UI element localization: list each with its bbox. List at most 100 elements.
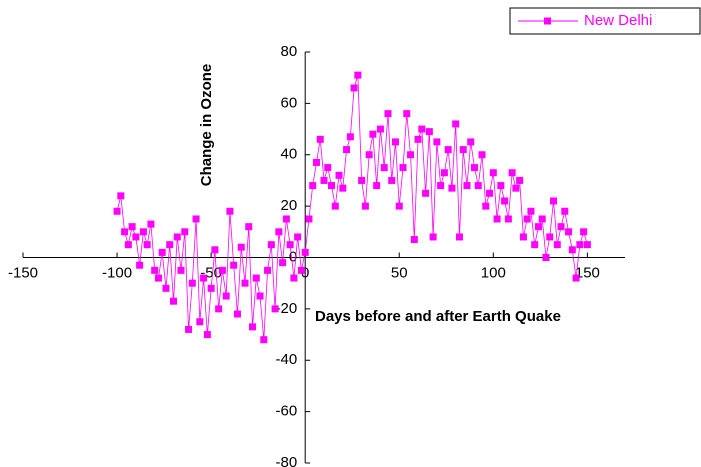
data-marker xyxy=(580,228,588,236)
data-marker xyxy=(305,215,313,223)
legend: New Delhi xyxy=(509,7,701,35)
data-marker xyxy=(444,146,452,154)
data-marker xyxy=(211,246,219,254)
data-marker xyxy=(241,279,249,287)
data-marker xyxy=(384,110,392,118)
data-marker xyxy=(546,233,554,241)
data-marker xyxy=(267,241,275,249)
data-marker xyxy=(237,243,245,251)
data-marker xyxy=(369,130,377,138)
data-marker xyxy=(233,310,241,318)
data-marker xyxy=(136,261,144,269)
data-marker xyxy=(301,248,309,256)
data-marker xyxy=(166,241,174,249)
data-marker xyxy=(553,241,561,249)
data-marker xyxy=(448,184,456,192)
y-tick-label: 20 xyxy=(281,197,298,214)
data-marker xyxy=(425,128,433,136)
x-tick-label: -100 xyxy=(102,264,132,281)
data-marker xyxy=(403,110,411,118)
data-marker xyxy=(486,189,494,197)
data-marker xyxy=(380,164,388,172)
data-marker xyxy=(523,215,531,223)
data-marker xyxy=(316,135,324,143)
y-tick-label: 60 xyxy=(281,94,298,111)
data-marker xyxy=(328,182,336,190)
data-marker xyxy=(429,233,437,241)
x-tick-label: 50 xyxy=(391,264,408,281)
data-marker xyxy=(542,254,550,261)
data-marker xyxy=(207,284,215,292)
data-marker xyxy=(538,215,546,223)
data-marker xyxy=(565,228,573,236)
legend-label: New Delhi xyxy=(584,12,652,29)
data-marker xyxy=(455,233,463,241)
data-marker xyxy=(433,138,441,146)
data-marker xyxy=(561,207,569,215)
y-tick-label: 0 xyxy=(289,248,297,265)
data-marker xyxy=(256,292,264,300)
data-marker xyxy=(279,259,287,267)
data-marker xyxy=(188,279,196,287)
data-marker xyxy=(297,266,305,274)
data-marker xyxy=(312,158,320,166)
data-marker xyxy=(320,176,328,184)
data-marker xyxy=(365,151,373,159)
y-tick-label: 80 xyxy=(281,43,298,60)
data-marker xyxy=(557,223,565,231)
data-marker xyxy=(117,192,125,200)
data-marker xyxy=(113,207,121,215)
data-marker xyxy=(459,146,467,154)
data-marker xyxy=(452,120,460,128)
data-marker xyxy=(192,215,200,223)
legend-marker xyxy=(544,17,551,25)
x-tick-label: 100 xyxy=(481,264,506,281)
data-marker xyxy=(388,176,396,184)
data-marker xyxy=(170,297,177,305)
data-marker xyxy=(124,241,132,249)
data-marker xyxy=(252,274,260,282)
data-marker xyxy=(463,182,471,190)
data-marker xyxy=(471,164,478,172)
data-marker xyxy=(275,228,283,236)
data-marker xyxy=(173,233,181,241)
data-marker xyxy=(162,284,170,292)
data-marker xyxy=(245,223,253,231)
data-marker xyxy=(531,241,539,249)
data-marker xyxy=(489,169,497,177)
y-axis-label: Change in Ozone xyxy=(198,64,215,187)
data-marker xyxy=(177,266,185,274)
y-tick-label: -80 xyxy=(276,454,298,467)
data-marker xyxy=(418,125,426,133)
data-marker xyxy=(482,202,490,210)
y-tick-label: 40 xyxy=(281,146,298,163)
data-marker xyxy=(147,220,155,228)
data-marker xyxy=(286,241,294,249)
data-marker xyxy=(467,138,475,146)
data-marker xyxy=(407,151,415,159)
data-marker xyxy=(222,292,230,300)
data-marker xyxy=(422,189,430,197)
data-marker xyxy=(568,246,576,254)
data-marker xyxy=(181,228,189,236)
data-marker xyxy=(414,135,422,143)
data-marker xyxy=(309,182,317,190)
data-marker xyxy=(516,176,524,184)
data-marker xyxy=(358,176,366,184)
data-marker xyxy=(572,274,580,282)
data-marker xyxy=(339,184,347,192)
data-marker xyxy=(376,125,384,133)
y-tick-label: -40 xyxy=(276,351,298,368)
data-marker xyxy=(395,202,403,210)
data-marker xyxy=(550,197,558,205)
data-marker xyxy=(151,266,159,274)
y-tick-label: -60 xyxy=(276,403,298,420)
data-marker xyxy=(346,133,354,141)
data-line xyxy=(116,75,588,340)
data-marker xyxy=(354,71,362,79)
data-marker xyxy=(497,182,505,190)
data-marker xyxy=(143,241,151,249)
data-marker xyxy=(335,171,343,179)
